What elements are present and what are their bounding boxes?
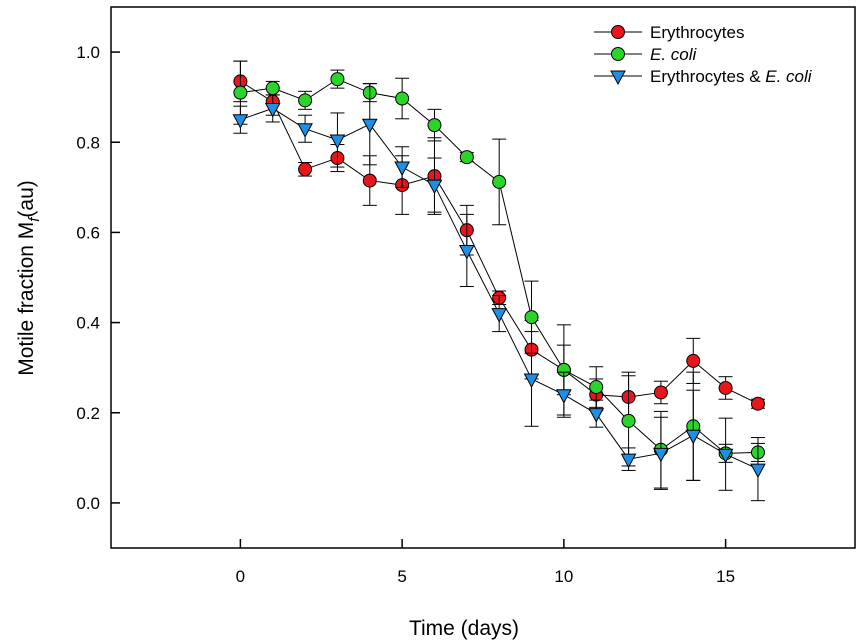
y-tick-label: 0.2 [76, 404, 100, 423]
data-point [265, 81, 280, 96]
data-point [653, 385, 668, 400]
plot-frame [110, 6, 856, 549]
data-point [298, 162, 313, 177]
data-point [330, 72, 345, 87]
data-point [426, 179, 443, 195]
data-point [458, 244, 475, 260]
data-point [492, 174, 507, 189]
y-axis: 0.0 0.2 0.4 0.6 0.8 1.0 [76, 43, 120, 513]
data-point [394, 161, 410, 177]
data-point [717, 448, 734, 464]
data-point [750, 396, 765, 411]
data-point [620, 453, 637, 469]
plot-series [232, 60, 766, 502]
data-point [491, 308, 508, 323]
x-tick-label: 5 [397, 567, 406, 586]
y-tick-label: 0.6 [76, 223, 100, 242]
data-point [588, 408, 605, 423]
x-axis-title: Time (days) [409, 617, 519, 640]
y-tick-label: 0.4 [76, 314, 100, 333]
data-point [361, 118, 378, 134]
legend-label: Erythrocytes & E. coli [650, 67, 813, 86]
data-point [427, 118, 442, 133]
series-3 [232, 83, 766, 502]
legend-item: Erythrocytes [594, 23, 744, 42]
data-point [653, 447, 669, 463]
series-line [240, 78, 758, 454]
data-point [329, 134, 346, 150]
data-point [298, 93, 313, 108]
x-tick-label: 10 [554, 567, 573, 586]
legend-label: Erythrocytes [650, 23, 744, 42]
y-tick-label: 1.0 [76, 43, 100, 62]
data-point [232, 114, 249, 129]
data-point [750, 463, 766, 479]
series-1 [233, 60, 765, 423]
data-point [524, 310, 539, 325]
data-point [459, 150, 474, 165]
data-point [685, 429, 702, 445]
data-point [395, 91, 410, 106]
series-line [240, 80, 759, 405]
legend-label: E. coli [650, 45, 698, 64]
legend-item: E. coli [594, 45, 698, 64]
legend-marker [610, 70, 626, 86]
legend-label-text: Erythrocytes & [650, 67, 765, 86]
data-point [621, 413, 636, 428]
data-point [589, 380, 604, 395]
data-point [233, 85, 248, 100]
y-tick-label: 0.0 [76, 494, 100, 513]
x-tick-label: 15 [716, 567, 735, 586]
data-point [718, 380, 733, 395]
data-point [362, 173, 377, 188]
legend-label-text: Erythrocytes [650, 23, 744, 42]
legend-label-italic: E. coli [765, 67, 813, 86]
y-axis-title-main: Motile fraction M [15, 222, 38, 376]
data-point [297, 123, 313, 138]
y-tick-label: 0.8 [76, 133, 100, 152]
legend-marker [611, 25, 625, 39]
y-axis-title-subscript: f [26, 216, 43, 222]
x-axis: 0 5 10 15 [236, 539, 735, 586]
data-point [686, 353, 701, 368]
data-point [523, 373, 540, 388]
legend-marker [611, 47, 625, 61]
data-point [264, 102, 281, 118]
series-2 [233, 60, 765, 489]
y-axis-title-unit: (au) [15, 180, 38, 217]
legend-item: Erythrocytes & E. coli [594, 67, 813, 86]
y-axis-title: Motile fraction Mf(au) [15, 180, 43, 376]
legend-label-italic: E. coli [650, 45, 698, 64]
data-point [556, 389, 572, 404]
x-tick-label: 0 [236, 567, 245, 586]
